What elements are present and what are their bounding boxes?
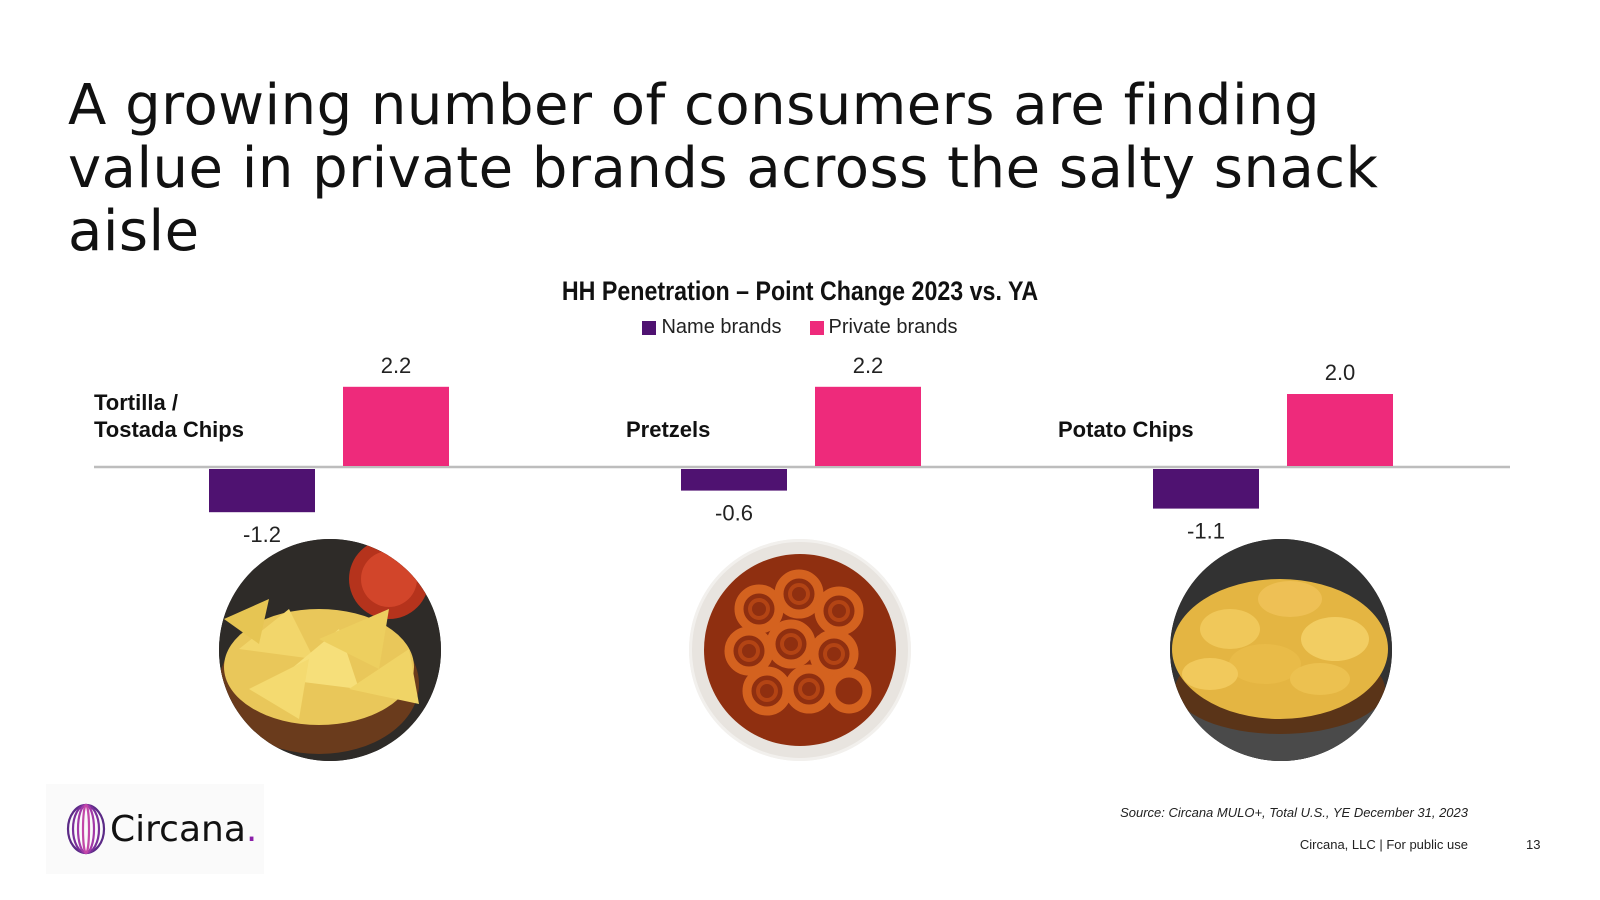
category-label-potato-chips: Potato Chips [1058, 417, 1194, 442]
source-note: Source: Circana MULO+, Total U.S., YE De… [1120, 805, 1468, 820]
potato-chips-image [1170, 539, 1392, 761]
circana-logo-mark-icon [66, 803, 106, 855]
category-label-tortilla: Tortilla / Tostada Chips [94, 390, 244, 442]
legend-swatch-private-brands [809, 320, 824, 335]
footer-text: Circana, LLC | For public use [1299, 837, 1468, 852]
chart-title: HH Penetration – Point Change 2023 vs. Y… [561, 276, 1039, 306]
data-label-private-brands-2: 2.0 [1325, 360, 1356, 385]
bar-name-brands-0 [209, 469, 315, 513]
data-label-private-brands-0: 2.2 [381, 353, 412, 378]
category-label-pretzels: Pretzels [626, 417, 711, 442]
bar-private-brands-1 [815, 386, 921, 466]
chart-legend: Name brands Private brands [0, 316, 1600, 339]
tortilla-chips-photo [219, 539, 441, 761]
legend-item-name-brands: Name brands [642, 316, 782, 339]
pretzels-image [689, 539, 911, 761]
potato-chips-photo [1170, 539, 1392, 761]
slide-title: A growing number of consumers are findin… [68, 73, 1379, 264]
bar-private-brands-0 [343, 386, 449, 466]
legend-label-private-brands: Private brands [828, 316, 958, 338]
bar-chart: -1.2 2.2 -0.6 2.2 -1.1 2.0 [94, 353, 1510, 547]
circana-logo: Circana. [46, 784, 264, 874]
bar-name-brands-2 [1153, 469, 1259, 509]
pretzels-photo [689, 539, 911, 761]
data-label-name-brands-0: -1.2 [243, 522, 281, 547]
legend-swatch-name-brands [642, 320, 657, 335]
legend-label-name-brands: Name brands [661, 316, 782, 338]
page-number: 13 [1526, 837, 1541, 852]
circana-logo-wordmark: Circana. [110, 808, 258, 850]
tortilla-chips-image [219, 539, 441, 761]
bar-private-brands-2 [1287, 394, 1393, 466]
data-label-name-brands-1: -0.6 [715, 501, 753, 526]
data-label-private-brands-1: 2.2 [853, 353, 884, 378]
data-label-name-brands-2: -1.1 [1187, 519, 1225, 544]
legend-item-private-brands: Private brands [809, 316, 958, 339]
bar-name-brands-1 [681, 469, 787, 491]
